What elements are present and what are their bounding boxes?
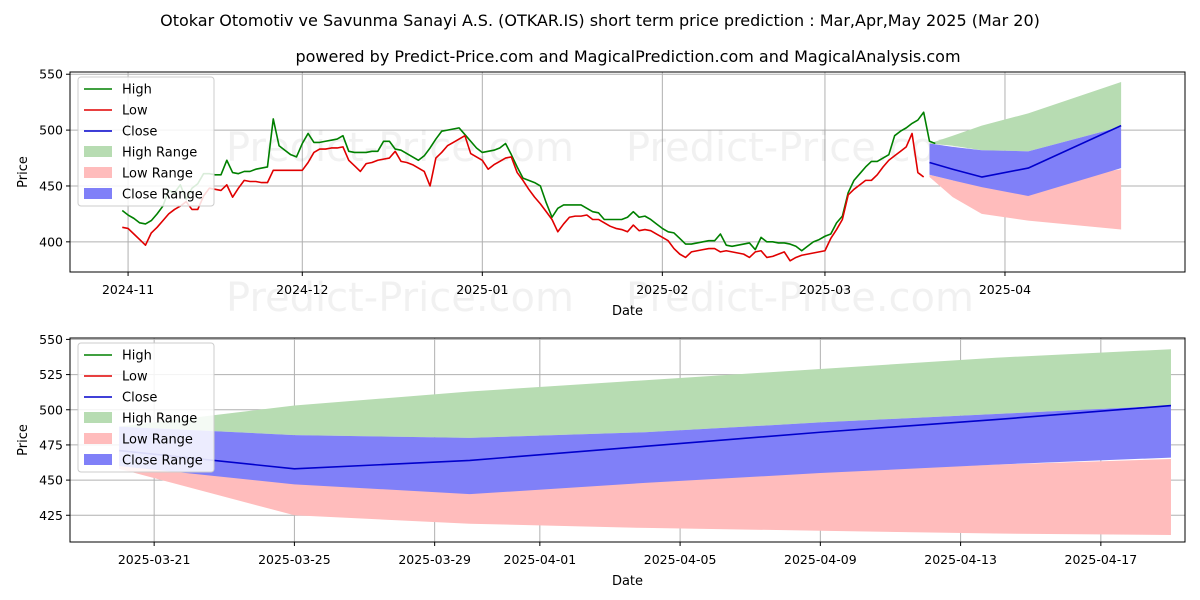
- x-tick-label: 2025-03: [799, 282, 851, 297]
- chart-panel-bottom: Predict-Price.comPredict-Price.com2025-0…: [16, 332, 1186, 589]
- x-tick-label: 2024-12: [276, 282, 328, 297]
- plot-area: [121, 82, 1122, 262]
- close-range-band: [929, 126, 1122, 197]
- x-tick-label: 2025-02: [636, 282, 688, 297]
- x-tick-label: 2025-04: [979, 282, 1031, 297]
- legend-swatch-low-range: [84, 433, 112, 444]
- x-tick-label: 2025-04-09: [784, 552, 857, 567]
- y-tick-label: 525: [39, 367, 63, 382]
- x-tick-label: 2025-03-25: [258, 552, 331, 567]
- x-tick-label: 2025-01: [456, 282, 508, 297]
- high-series-line: [121, 111, 936, 252]
- x-tick-label: 2025-03-29: [398, 552, 471, 567]
- y-tick-label: 450: [39, 178, 63, 193]
- y-tick-label: 550: [39, 67, 63, 82]
- y-tick-label: 500: [39, 402, 63, 417]
- y-tick-label: 425: [39, 508, 63, 523]
- x-axis-label: Date: [612, 304, 643, 319]
- legend: High Low Close High Range Low Range Close Ran…: [77, 342, 215, 473]
- legend-label-high: High: [122, 83, 152, 98]
- watermark-text: Predict-Price.com: [626, 125, 974, 171]
- x-tick-label: 2025-03-21: [118, 552, 191, 567]
- legend-label-low-range: Low Range: [122, 433, 193, 448]
- legend-label-high-range: High Range: [122, 412, 197, 427]
- legend: High Low Close High Range Low Range Close Ran…: [77, 76, 215, 207]
- legend-label-high: High: [122, 349, 152, 364]
- legend-swatch-high-range: [84, 412, 112, 423]
- plot-area: [119, 349, 1172, 535]
- x-tick-label: 2025-04-17: [1065, 552, 1138, 567]
- legend-label-low-range: Low Range: [122, 167, 193, 182]
- watermark-text: Predict-Price.com: [626, 275, 974, 321]
- y-tick-label: 550: [39, 332, 63, 347]
- watermark-text: Predict-Price.com: [226, 275, 574, 321]
- x-tick-label: 2024-11: [102, 282, 154, 297]
- legend-swatch-low-range: [84, 167, 112, 178]
- y-tick-label: 450: [39, 473, 63, 488]
- close-series-line: [119, 404, 1172, 470]
- y-axis-label: Price: [16, 156, 31, 188]
- low-series-line: [122, 132, 925, 262]
- x-axis-label: Date: [612, 574, 643, 589]
- plot-frame: [69, 337, 1186, 543]
- x-tick-label: 2025-04-13: [924, 552, 997, 567]
- close-range-band: [119, 405, 1171, 495]
- legend-label-low: Low: [122, 370, 148, 385]
- legend-label-high-range: High Range: [122, 146, 197, 161]
- legend-swatch-close-range: [84, 454, 112, 465]
- high-range-band: [119, 349, 1171, 438]
- legend-swatch-close-range: [84, 188, 112, 199]
- plot-frame: [69, 71, 1186, 273]
- watermark-text: Predict-Price.com: [226, 125, 574, 171]
- legend-swatch-high-range: [84, 146, 112, 157]
- y-tick-label: 500: [39, 123, 63, 138]
- x-tick-label: 2025-04-05: [644, 552, 717, 567]
- chart-title: Otokar Otomotiv ve Savunma Sanayi A.S. (…: [160, 11, 1040, 30]
- chart-panel-top: Predict-Price.com Predict-Price.com Predic…: [16, 67, 1186, 321]
- legend-label-close-range: Close Range: [122, 454, 203, 469]
- x-tick-label: 2025-04-01: [504, 552, 577, 567]
- legend-label-close: Close: [122, 391, 157, 406]
- y-axis-label: Price: [16, 424, 31, 456]
- close-series-line: [929, 124, 1122, 178]
- low-range-band: [119, 458, 1171, 535]
- y-tick-label: 475: [39, 437, 63, 452]
- legend-label-close-range: Close Range: [122, 188, 203, 203]
- chart-subtitle: powered by Predict-Price.com and Magical…: [295, 47, 960, 66]
- y-tick-label: 400: [39, 234, 63, 249]
- high-range-band: [929, 82, 1122, 152]
- legend-label-close: Close: [122, 125, 157, 140]
- legend-label-low: Low: [122, 104, 148, 119]
